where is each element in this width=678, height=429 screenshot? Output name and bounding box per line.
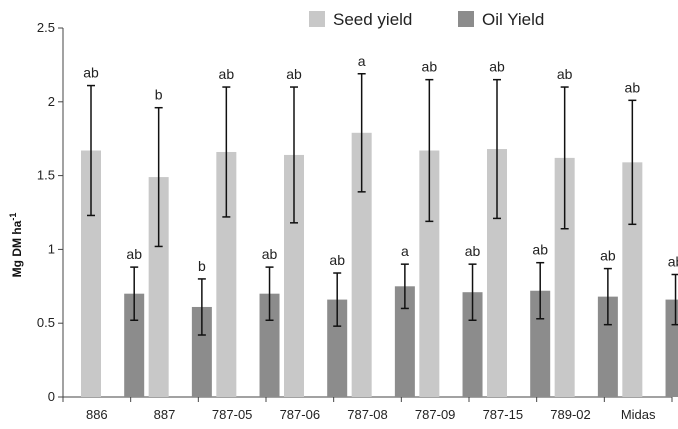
bar-seed-yield — [148, 177, 169, 397]
x-tick-label: 787-09 — [415, 407, 455, 422]
legend-label: Oil Yield — [482, 10, 544, 29]
significance-label: a — [401, 243, 409, 259]
bar-oil-yield — [259, 293, 280, 397]
significance-label: ab — [465, 243, 481, 259]
significance-label: ab — [262, 246, 278, 262]
bar-seed-yield — [351, 132, 372, 397]
significance-label: ab — [286, 66, 302, 82]
y-tick-label: 2.5 — [37, 20, 55, 35]
legend-swatch — [458, 11, 474, 27]
x-tick-label: 887 — [154, 407, 176, 422]
significance-label: ab — [532, 242, 548, 258]
significance-label: ab — [422, 59, 438, 75]
y-tick-label: 1 — [48, 241, 55, 256]
bar-seed-yield — [284, 154, 304, 397]
bar-oil-yield — [394, 286, 415, 397]
significance-label: ab — [489, 59, 505, 75]
bar-oil-yield — [327, 299, 348, 397]
significance-label: ab — [126, 246, 142, 262]
error-bars — [87, 73, 678, 336]
legend: Seed yield Oil Yield — [309, 10, 544, 29]
y-axis-label: Mg DM ha-1 — [8, 213, 24, 278]
significance-label: ab — [600, 248, 616, 264]
significance-label: b — [198, 258, 206, 274]
bar-seed-yield — [622, 162, 643, 397]
x-tick-label: 886 — [86, 407, 108, 422]
y-tick-labels: 0 0.5 1 1.5 2 2.5 — [37, 20, 55, 404]
y-axis-title: Mg DM ha-1 — [8, 213, 24, 278]
significance-label: ab — [83, 65, 99, 81]
significance-label: a — [358, 53, 366, 69]
bar-seed-yield — [81, 150, 101, 397]
y-tick-label: 2 — [48, 94, 55, 109]
x-tick-label: 787-15 — [483, 407, 523, 422]
legend-label: Seed yield — [333, 10, 412, 29]
significance-label: b — [155, 87, 163, 103]
bar-oil-yield — [191, 306, 212, 397]
bar-oil-yield — [530, 290, 551, 397]
bar-seed-yield — [554, 157, 575, 397]
x-tick-label: 787-06 — [280, 407, 320, 422]
y-tick-label: 0 — [48, 389, 55, 404]
bar-seed-yield — [216, 151, 237, 397]
significance-label: ab — [219, 66, 235, 82]
bar-seed-yield — [487, 149, 507, 397]
x-tick-label: Midas — [621, 407, 656, 422]
y-tick-label: 1.5 — [37, 168, 55, 183]
y-tick-label: 0.5 — [37, 315, 55, 330]
bar-oil-yield — [124, 293, 145, 397]
bar-oil-yield — [462, 292, 483, 397]
x-tick-label: 787-05 — [212, 407, 252, 422]
legend-swatch — [309, 11, 325, 27]
bar-seed-yield — [419, 150, 440, 397]
x-tick-labels: 886 887 787-05 787-06 787-08 787-09 787-15 789-… — [86, 407, 656, 422]
significance-labels: ab b ab ab a ab ab ab ab ab b ab ab a ab ab ab ab — [83, 53, 678, 274]
significance-label: ab — [668, 253, 678, 269]
significance-label: ab — [625, 79, 641, 95]
significance-label: ab — [557, 66, 573, 82]
significance-label: ab — [329, 252, 345, 268]
x-tick-label: 787-08 — [347, 407, 387, 422]
bars — [81, 132, 678, 397]
bar-oil-yield — [597, 296, 618, 397]
x-tick-label: 789-02 — [550, 407, 590, 422]
